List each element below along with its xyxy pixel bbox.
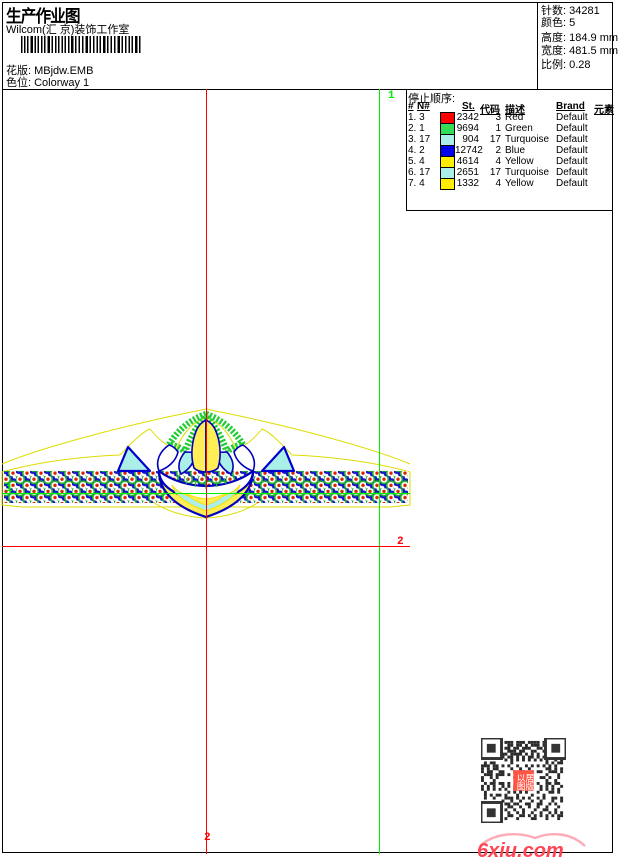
svg-text:6xiu.com: 6xiu.com [477, 840, 564, 860]
svg-text:图: 图 [517, 782, 526, 792]
svg-text:版: 版 [526, 781, 535, 792]
